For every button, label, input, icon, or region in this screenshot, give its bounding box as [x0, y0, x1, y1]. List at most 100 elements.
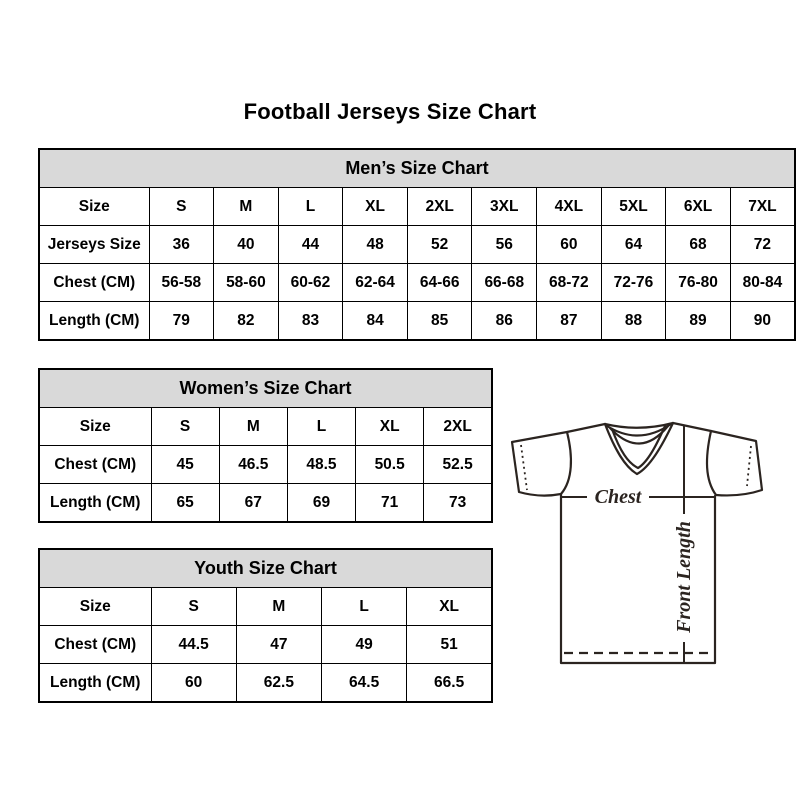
value-cell: 83 — [277, 301, 344, 341]
value-cell: 5XL — [600, 187, 667, 226]
table-row: Jerseys Size 36 40 44 48 52 56 60 64 68 72 — [38, 225, 796, 264]
value-cell: 60 — [536, 225, 602, 264]
value-cell: 68-72 — [536, 263, 602, 302]
table-row: Size S M L XL 2XL — [38, 407, 493, 446]
size-table-men: Men’s Size Chart Size S M L XL 2XL 3XL 4XL 5XL 6XL… — [38, 148, 796, 341]
value-cell: 86 — [471, 301, 538, 341]
row-label-cell: Chest (CM) — [38, 263, 150, 302]
value-cell: 87 — [536, 301, 602, 341]
value-cell: 7XL — [729, 187, 796, 226]
jersey-diagram: Chest Front Length — [505, 410, 770, 675]
jersey-body — [559, 492, 717, 665]
value-cell: 67 — [218, 483, 288, 523]
value-cell: 48.5 — [286, 445, 357, 484]
row-label-cell: Jerseys Size — [38, 225, 150, 264]
value-cell: 48 — [342, 225, 408, 264]
value-cell: 44.5 — [150, 625, 237, 664]
row-label-cell: Length (CM) — [38, 483, 152, 523]
value-cell: 46.5 — [218, 445, 288, 484]
value-cell: 76-80 — [665, 263, 731, 302]
chest-label: Chest — [595, 486, 643, 508]
table-row: Length (CM) 65 67 69 71 73 — [38, 483, 493, 523]
value-cell: 44 — [277, 225, 344, 264]
table-row: Chest (CM) 56-58 58-60 60-62 62-64 64-66 66-68… — [38, 263, 796, 302]
value-cell: S — [150, 407, 220, 446]
value-cell: 51 — [406, 625, 493, 664]
jersey-svg: Chest Front Length — [510, 421, 764, 665]
row-label-cell: Size — [38, 407, 152, 446]
value-cell: 47 — [235, 625, 323, 664]
value-cell: 50.5 — [355, 445, 425, 484]
value-cell: 60 — [150, 663, 237, 703]
page-title: Football Jerseys Size Chart — [243, 99, 537, 124]
row-label-cell: Size — [38, 587, 152, 626]
table-row: Chest (CM) 44.5 47 49 51 — [38, 625, 493, 664]
value-cell: 6XL — [665, 187, 731, 226]
row-label-cell: Size — [38, 187, 150, 226]
size-table-youth: Youth Size Chart Size S M L XL Chest (CM) 44.5 4… — [38, 548, 493, 703]
row-label-cell: Chest (CM) — [38, 445, 152, 484]
jersey-vneck-inner — [610, 424, 667, 470]
value-cell: 58-60 — [213, 263, 279, 302]
front-length-label: Front Length — [673, 521, 695, 634]
value-cell: L — [277, 187, 344, 226]
value-cell: 89 — [665, 301, 731, 341]
value-cell: 84 — [342, 301, 408, 341]
jersey-vneck-outer — [603, 421, 675, 476]
value-cell: 56 — [471, 225, 538, 264]
table-row: Chest (CM) 45 46.5 48.5 50.5 52.5 — [38, 445, 493, 484]
value-cell: S — [150, 587, 237, 626]
chest-label-mask — [587, 488, 649, 505]
row-label-cell: Length (CM) — [38, 663, 152, 703]
jersey-left-armhole-seam — [559, 430, 573, 496]
table-title: Women’s Size Chart — [38, 368, 493, 408]
value-cell: 62-64 — [342, 263, 408, 302]
value-cell: 52.5 — [423, 445, 493, 484]
value-cell: 66.5 — [406, 663, 493, 703]
value-cell: 64-66 — [406, 263, 473, 302]
table-header-row: Men’s Size Chart — [38, 148, 796, 188]
value-cell: 72-76 — [600, 263, 667, 302]
value-cell: 36 — [148, 225, 215, 264]
value-cell: M — [235, 587, 323, 626]
value-cell: 88 — [600, 301, 667, 341]
cuff-dotted-line-right — [746, 445, 752, 487]
value-cell: 64 — [600, 225, 667, 264]
table-row: Length (CM) 79 82 83 84 85 86 87 88 89 90 — [38, 301, 796, 341]
table-title: Men’s Size Chart — [38, 148, 796, 188]
jersey-right-armhole-seam — [705, 429, 718, 497]
row-label-cell: Length (CM) — [38, 301, 150, 341]
value-cell: 82 — [213, 301, 279, 341]
value-cell: 80-84 — [729, 263, 796, 302]
value-cell: 2XL — [406, 187, 473, 226]
value-cell: 79 — [148, 301, 215, 341]
row-label-cell: Chest (CM) — [38, 625, 152, 664]
value-cell: 72 — [729, 225, 796, 264]
value-cell: 73 — [423, 483, 493, 523]
value-cell: XL — [342, 187, 408, 226]
value-cell: 66-68 — [471, 263, 538, 302]
value-cell: 71 — [355, 483, 425, 523]
value-cell: 85 — [406, 301, 473, 341]
table-title: Youth Size Chart — [38, 548, 493, 588]
value-cell: S — [148, 187, 215, 226]
table-row: Length (CM) 60 62.5 64.5 66.5 — [38, 663, 493, 703]
value-cell: 49 — [320, 625, 408, 664]
value-cell: 62.5 — [235, 663, 323, 703]
front-length-label-mask — [675, 514, 694, 642]
value-cell: XL — [355, 407, 425, 446]
table-row: Size S M L XL — [38, 587, 493, 626]
value-cell: 65 — [150, 483, 220, 523]
value-cell: 68 — [665, 225, 731, 264]
value-cell: 52 — [406, 225, 473, 264]
value-cell: 69 — [286, 483, 357, 523]
size-table-women: Women’s Size Chart Size S M L XL 2XL Chest (CM)… — [38, 368, 493, 523]
jersey-right-sleeve — [671, 421, 764, 497]
value-cell: M — [213, 187, 279, 226]
value-cell: 2XL — [423, 407, 493, 446]
value-cell: M — [218, 407, 288, 446]
table-header-row: Youth Size Chart — [38, 548, 493, 588]
value-cell: 45 — [150, 445, 220, 484]
value-cell: 56-58 — [148, 263, 215, 302]
value-cell: 60-62 — [277, 263, 344, 302]
